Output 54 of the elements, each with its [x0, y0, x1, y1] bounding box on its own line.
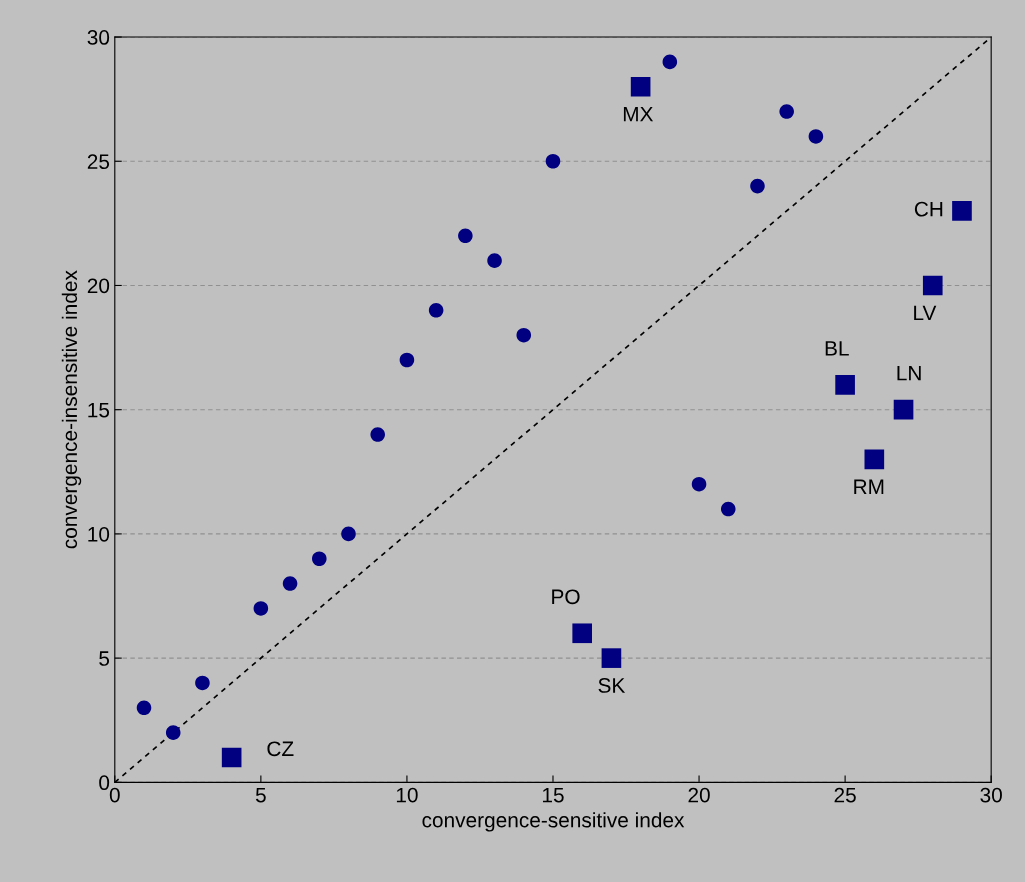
- point: [312, 551, 327, 567]
- point: [516, 327, 532, 343]
- point: [750, 178, 765, 194]
- point: [545, 153, 561, 169]
- y-tick-label: 25: [87, 154, 110, 170]
- point: [136, 700, 152, 716]
- annotation: MX: [623, 106, 654, 122]
- annotation: PO: [552, 589, 580, 605]
- point: [691, 476, 707, 492]
- point: [165, 725, 181, 740]
- annotation: SK: [598, 678, 626, 693]
- point: [601, 648, 622, 668]
- y-tick-label: 0: [99, 775, 110, 791]
- point: [864, 449, 885, 470]
- point: [720, 501, 736, 517]
- x-tick-label: 20: [688, 787, 710, 803]
- y-tick-label: 30: [87, 30, 110, 45]
- x-axis-title: convergence-sensitive index: [422, 812, 685, 832]
- point: [221, 747, 242, 768]
- annotation: BL: [825, 341, 849, 356]
- annotation: CH: [914, 201, 943, 217]
- point: [662, 54, 678, 70]
- y-tick-label: 20: [87, 278, 110, 294]
- point: [458, 228, 473, 244]
- annotation: RM: [854, 479, 884, 494]
- point: [370, 427, 385, 442]
- point: [399, 352, 415, 368]
- y-tick-label: 15: [88, 402, 110, 418]
- point: [922, 275, 943, 296]
- point: [195, 675, 210, 691]
- x-tick-label: 30: [980, 787, 1002, 803]
- point: [779, 104, 794, 119]
- point: [428, 303, 444, 318]
- point: [487, 253, 502, 268]
- x-tick-label: 25: [834, 787, 856, 803]
- point: [253, 601, 269, 616]
- point: [572, 623, 593, 644]
- x-tick-label: 15: [542, 787, 564, 803]
- x-tick-label: 0: [109, 787, 120, 803]
- y-tick-label: 5: [99, 651, 110, 666]
- point: [630, 76, 651, 97]
- y-axis-title: convergence-insensitive index: [61, 270, 82, 549]
- annotation: CZ: [267, 741, 294, 757]
- point: [282, 576, 298, 591]
- point: [952, 201, 972, 221]
- x-tick-label: 5: [255, 787, 266, 803]
- y-tick-label: 10: [88, 526, 110, 542]
- annotation: LV: [914, 305, 937, 321]
- point: [893, 399, 914, 420]
- point: [835, 375, 855, 395]
- point: [341, 526, 356, 542]
- point: [808, 129, 824, 144]
- annotation: LN: [897, 366, 921, 381]
- x-tick-label: 10: [396, 787, 418, 803]
